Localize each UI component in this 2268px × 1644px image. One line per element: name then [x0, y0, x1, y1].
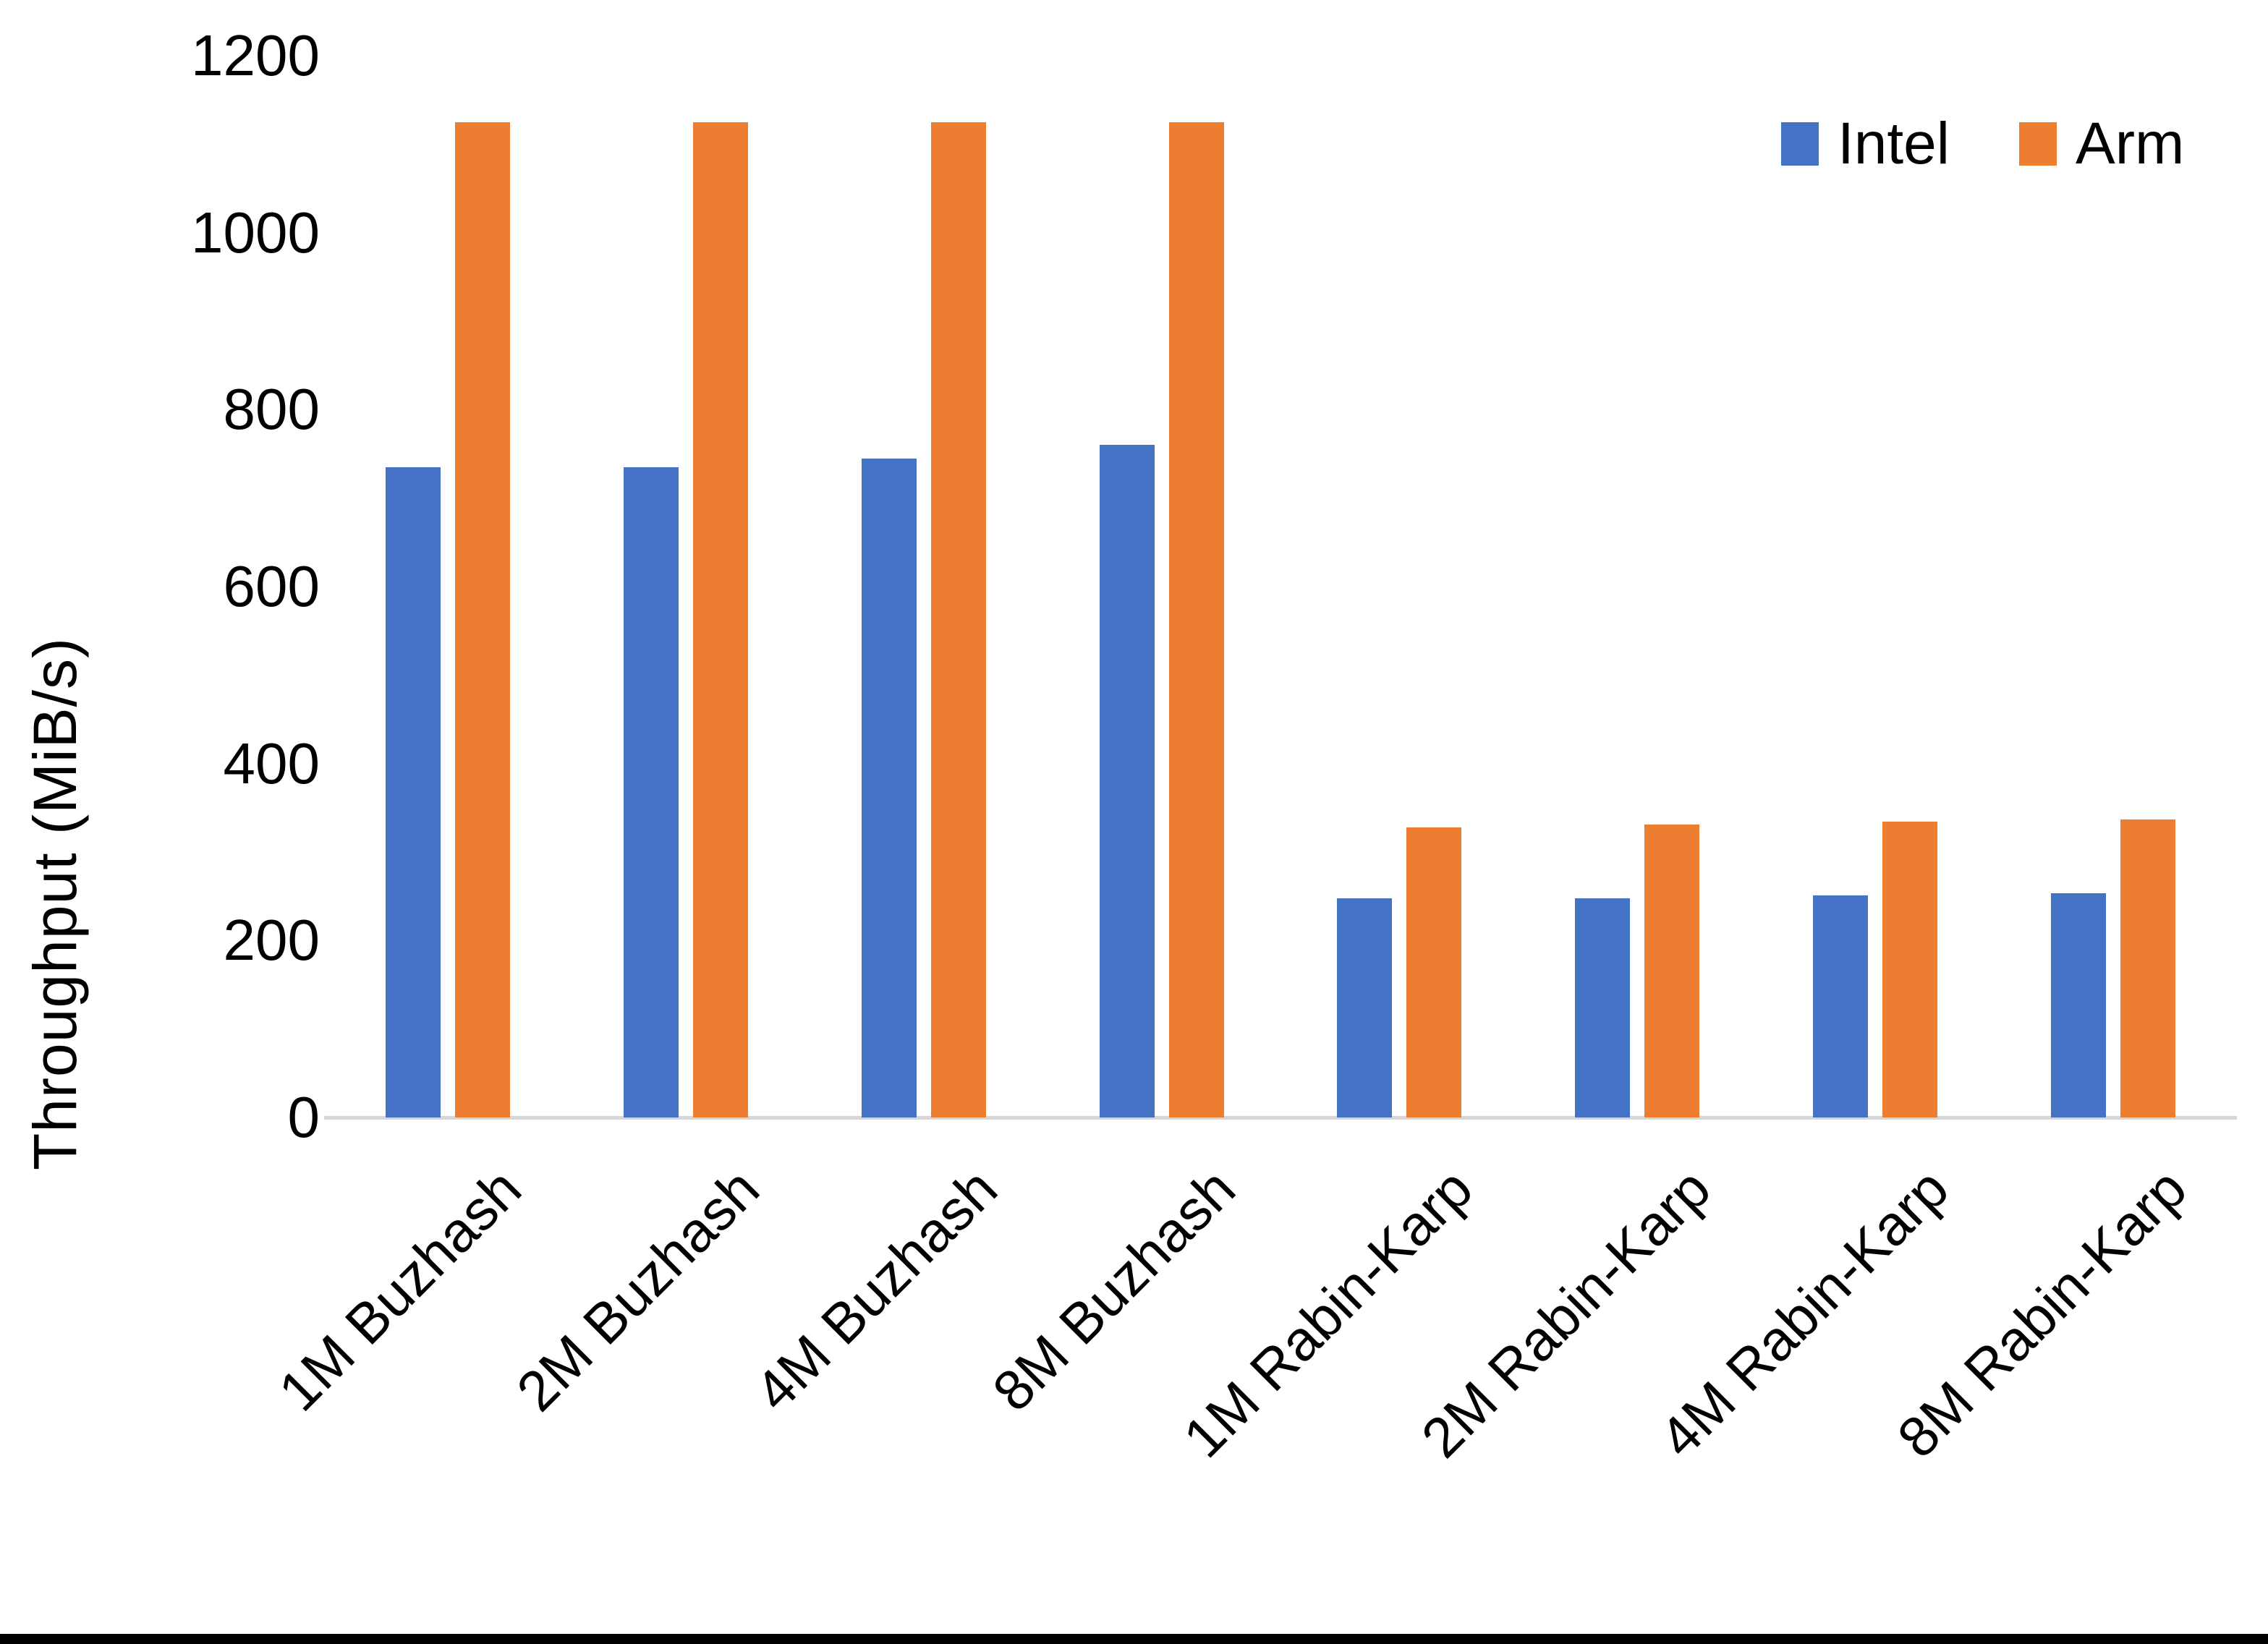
bar-intel-8m-buzhash	[1100, 445, 1155, 1117]
y-tick-label: 200	[223, 908, 320, 973]
bar-intel-8m-rabin-karp	[2051, 893, 2106, 1117]
legend-swatch-intel	[1781, 122, 1819, 166]
bar-intel-2m-buzhash	[624, 467, 679, 1117]
bar-intel-4m-buzhash	[862, 459, 917, 1117]
bar-intel-2m-rabin-karp	[1575, 898, 1630, 1117]
bar-arm-2m-rabin-karp	[1644, 825, 1699, 1117]
x-axis-category-label: 8M Buzhash	[980, 1156, 1247, 1423]
bottom-border-bar	[0, 1634, 2268, 1644]
x-axis-category-label: 2M Buzhash	[504, 1156, 771, 1423]
legend-swatch-arm	[2019, 122, 2057, 166]
y-tick-label: 600	[223, 554, 320, 618]
x-axis-category-label: 8M Rabin-Karp	[1885, 1156, 2199, 1470]
x-axis-category-label: 4M Rabin-Karp	[1647, 1156, 1961, 1470]
bar-arm-4m-rabin-karp	[1882, 822, 1937, 1117]
bar-arm-2m-buzhash	[693, 122, 748, 1117]
legend-label-intel: Intel	[1838, 111, 1950, 176]
y-tick-label: 1000	[191, 200, 320, 265]
bar-arm-4m-buzhash	[931, 122, 986, 1117]
bar-arm-8m-rabin-karp	[2120, 819, 2175, 1117]
x-axis-category-label: 2M Rabin-Karp	[1409, 1156, 1723, 1470]
legend: Intel Arm	[1781, 114, 2184, 174]
bar-arm-1m-buzhash	[455, 122, 510, 1117]
x-axis-line	[324, 1116, 2237, 1120]
bar-arm-1m-rabin-karp	[1406, 827, 1461, 1117]
bar-intel-1m-rabin-karp	[1337, 898, 1392, 1117]
bar-intel-4m-rabin-karp	[1813, 895, 1868, 1117]
x-axis-category-label: 1M Rabin-Karp	[1171, 1156, 1485, 1470]
legend-label-arm: Arm	[2076, 111, 2185, 176]
y-tick-label: 400	[223, 731, 320, 796]
y-tick-label: 1200	[191, 23, 320, 88]
y-tick-label: 800	[223, 377, 320, 442]
legend-item-intel: Intel	[1781, 114, 1950, 174]
y-tick-label: 0	[287, 1085, 320, 1149]
bar-intel-1m-buzhash	[386, 467, 441, 1117]
legend-item-arm: Arm	[2019, 114, 2184, 174]
x-axis-category-label: 4M Buzhash	[742, 1156, 1009, 1423]
bar-arm-8m-buzhash	[1169, 122, 1224, 1117]
x-axis-category-label: 1M Buzhash	[266, 1156, 533, 1423]
